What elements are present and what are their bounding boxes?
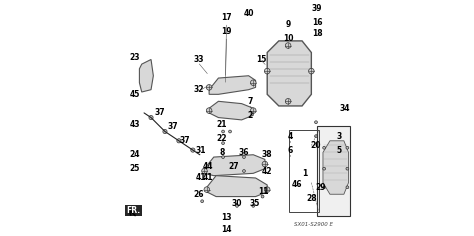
Circle shape bbox=[222, 130, 225, 133]
Text: 33: 33 bbox=[193, 55, 204, 64]
Circle shape bbox=[177, 139, 181, 143]
FancyBboxPatch shape bbox=[317, 126, 350, 216]
Circle shape bbox=[323, 186, 326, 189]
Circle shape bbox=[323, 167, 326, 170]
Circle shape bbox=[346, 146, 349, 149]
Text: 31: 31 bbox=[196, 146, 206, 155]
Circle shape bbox=[243, 156, 246, 158]
Text: 37: 37 bbox=[179, 136, 190, 145]
Text: 16: 16 bbox=[312, 18, 322, 27]
Text: 13: 13 bbox=[221, 213, 232, 222]
Text: SX01-S2900 E: SX01-S2900 E bbox=[294, 222, 333, 227]
Text: 21: 21 bbox=[217, 120, 227, 129]
Polygon shape bbox=[209, 76, 255, 94]
Text: 39: 39 bbox=[312, 4, 322, 13]
Circle shape bbox=[315, 135, 318, 138]
Text: 18: 18 bbox=[312, 30, 322, 38]
Circle shape bbox=[228, 130, 231, 133]
Polygon shape bbox=[209, 101, 253, 120]
Text: 29: 29 bbox=[315, 183, 326, 192]
Text: 26: 26 bbox=[193, 190, 204, 199]
Text: 30: 30 bbox=[232, 199, 242, 208]
Circle shape bbox=[206, 108, 212, 113]
Circle shape bbox=[309, 68, 314, 74]
Circle shape bbox=[236, 204, 238, 207]
Text: 41: 41 bbox=[196, 173, 206, 182]
Text: 19: 19 bbox=[221, 27, 232, 36]
Polygon shape bbox=[323, 141, 348, 194]
Circle shape bbox=[191, 148, 195, 152]
Text: 22: 22 bbox=[217, 134, 227, 143]
Circle shape bbox=[250, 108, 256, 113]
Circle shape bbox=[149, 115, 153, 120]
Text: 32: 32 bbox=[193, 85, 204, 94]
Circle shape bbox=[201, 168, 207, 174]
Text: 10: 10 bbox=[283, 34, 293, 43]
Text: 37: 37 bbox=[155, 108, 165, 118]
Circle shape bbox=[222, 156, 225, 158]
Circle shape bbox=[323, 146, 326, 149]
Circle shape bbox=[243, 170, 246, 173]
Text: 46: 46 bbox=[292, 181, 303, 190]
Text: 14: 14 bbox=[221, 225, 232, 234]
Circle shape bbox=[346, 167, 349, 170]
Circle shape bbox=[285, 43, 291, 48]
Text: 37: 37 bbox=[168, 122, 178, 131]
Polygon shape bbox=[267, 41, 311, 106]
Text: 42: 42 bbox=[262, 167, 273, 176]
Text: 41: 41 bbox=[203, 173, 213, 182]
Text: 4: 4 bbox=[288, 132, 293, 141]
Text: 11: 11 bbox=[258, 187, 269, 196]
Circle shape bbox=[206, 84, 212, 90]
Text: 5: 5 bbox=[337, 146, 342, 155]
Text: 2: 2 bbox=[247, 111, 252, 120]
Circle shape bbox=[222, 142, 225, 144]
Text: 25: 25 bbox=[129, 164, 140, 173]
Text: 7: 7 bbox=[247, 97, 253, 106]
Text: 9: 9 bbox=[285, 20, 291, 29]
Polygon shape bbox=[207, 176, 267, 197]
Circle shape bbox=[262, 161, 268, 167]
Circle shape bbox=[261, 195, 264, 198]
Text: 20: 20 bbox=[311, 141, 321, 150]
Circle shape bbox=[264, 187, 270, 192]
Text: 15: 15 bbox=[256, 55, 266, 64]
Circle shape bbox=[250, 80, 256, 85]
Circle shape bbox=[285, 98, 291, 104]
Text: 45: 45 bbox=[129, 90, 140, 99]
Text: 28: 28 bbox=[306, 194, 317, 203]
Circle shape bbox=[204, 187, 210, 192]
Polygon shape bbox=[204, 155, 265, 176]
Circle shape bbox=[252, 204, 255, 207]
Text: 3: 3 bbox=[337, 132, 342, 141]
Text: 35: 35 bbox=[249, 199, 260, 208]
Circle shape bbox=[264, 68, 270, 74]
Text: 23: 23 bbox=[129, 53, 140, 62]
Circle shape bbox=[163, 129, 167, 134]
Text: 1: 1 bbox=[302, 169, 307, 178]
Text: 44: 44 bbox=[203, 162, 213, 171]
Text: 8: 8 bbox=[219, 148, 225, 157]
Text: 38: 38 bbox=[262, 150, 273, 159]
Circle shape bbox=[346, 186, 349, 189]
Text: 24: 24 bbox=[129, 150, 140, 159]
Circle shape bbox=[315, 121, 318, 124]
Text: 34: 34 bbox=[340, 104, 350, 113]
Text: FR.: FR. bbox=[127, 206, 141, 215]
Text: 17: 17 bbox=[221, 13, 232, 22]
Text: 40: 40 bbox=[243, 8, 254, 17]
Text: 27: 27 bbox=[228, 162, 239, 171]
Polygon shape bbox=[139, 59, 154, 92]
Circle shape bbox=[201, 200, 203, 203]
Text: 36: 36 bbox=[239, 148, 249, 157]
Text: 43: 43 bbox=[129, 120, 140, 129]
Text: 6: 6 bbox=[288, 146, 293, 155]
